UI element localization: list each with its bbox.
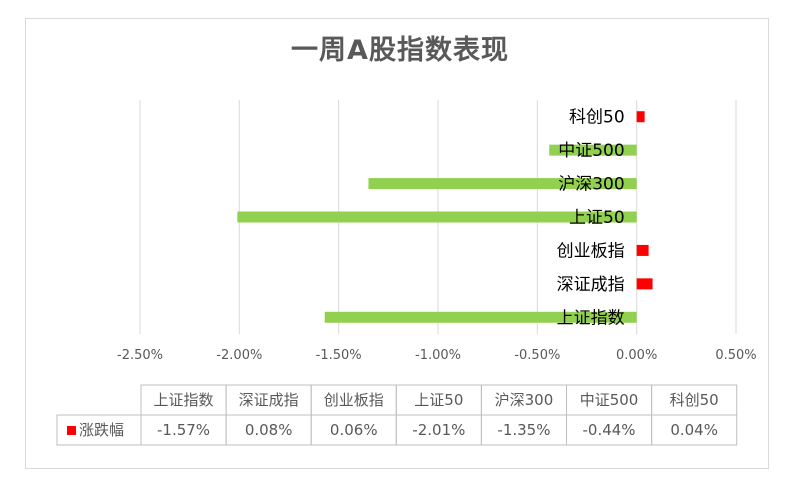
table-value-label: 0.06% <box>330 421 378 439</box>
bar <box>636 111 645 123</box>
table-value-label: -1.35% <box>497 421 550 439</box>
table-header-label: 沪深300 <box>495 391 554 409</box>
category-labels: 上证指数 深证成指 创业板指 上证50 沪深300 中证500 科创50 <box>557 108 625 329</box>
bar <box>636 244 649 256</box>
category-label: 沪深300 <box>558 175 624 195</box>
legend-key-label: 涨跌幅 <box>79 421 124 439</box>
category-label: 科创50 <box>569 108 625 128</box>
bar <box>324 311 637 323</box>
x-tick-label: -2.50% <box>117 348 163 363</box>
category-label: 上证指数 <box>557 308 625 328</box>
x-tick-label: -2.00% <box>216 348 262 363</box>
bars <box>237 111 653 323</box>
table-header-label: 深证成指 <box>239 391 299 409</box>
data-table: 上证指数 深证成指 创业板指 上证50 沪深300 中证500 科创50 涨跌幅 -1.57% 0… <box>56 384 738 446</box>
table-header-label: 中证500 <box>580 391 639 409</box>
chart-frame <box>25 18 769 469</box>
bar <box>237 211 637 223</box>
table-header-label: 上证50 <box>414 391 463 409</box>
table-value-label: 0.08% <box>245 421 293 439</box>
x-axis-tick-labels: -2.50% -2.00% -1.50% -1.00% -0.50% 0.00% 0.50% <box>117 348 757 363</box>
bar <box>636 278 653 290</box>
category-label: 上证50 <box>569 208 625 228</box>
category-label: 中证500 <box>558 141 624 161</box>
category-label: 深证成指 <box>557 275 625 295</box>
bar <box>368 178 637 190</box>
chart-title: 一周A股指数表现 <box>291 35 509 66</box>
x-tick-label: -1.50% <box>316 348 362 363</box>
table-value-label: -1.57% <box>157 421 210 439</box>
table-value-label: -0.44% <box>583 421 636 439</box>
table-value-label: 0.04% <box>670 421 718 439</box>
table-header-label: 科创50 <box>670 391 719 409</box>
x-tick-label: 0.50% <box>715 348 756 363</box>
category-label: 创业板指 <box>557 241 625 261</box>
table-value-label: -2.01% <box>412 421 465 439</box>
table-header-label: 创业板指 <box>324 391 384 409</box>
table-value-cell <box>651 414 738 446</box>
x-tick-label: 0.00% <box>616 348 657 363</box>
x-tick-label: -1.00% <box>415 348 461 363</box>
bar <box>549 144 637 156</box>
legend-key-swatch <box>67 426 76 435</box>
table-header-label: 上证指数 <box>154 391 214 409</box>
x-tick-label: -0.50% <box>514 348 560 363</box>
